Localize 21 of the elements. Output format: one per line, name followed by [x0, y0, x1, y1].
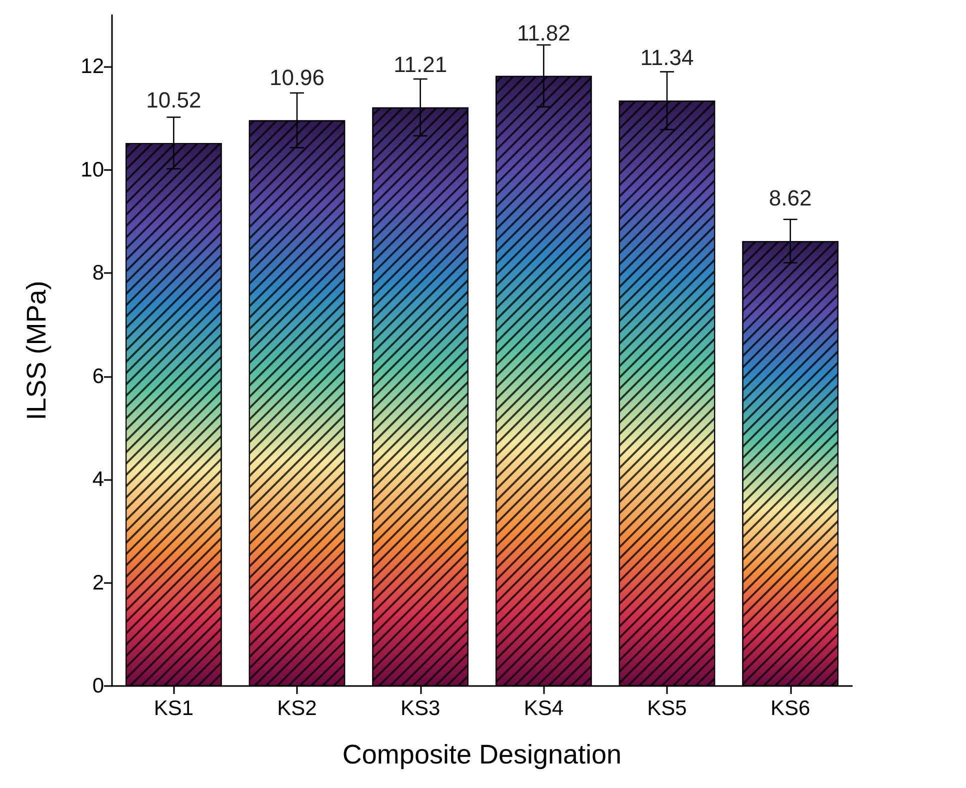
data-label: 10.52	[146, 88, 202, 113]
y-tick-label: 2	[92, 571, 104, 594]
x-tick-label: KS1	[154, 697, 194, 720]
y-tick-label: 4	[92, 468, 104, 492]
x-axis-title: Composite Designation	[342, 740, 622, 770]
x-tick-label: KS4	[524, 697, 564, 720]
y-tick-label: 12	[80, 55, 104, 78]
data-label: 8.62	[768, 186, 812, 211]
data-label: 11.34	[640, 45, 694, 70]
data-label: 11.21	[394, 52, 448, 77]
y-tick-label: 6	[92, 364, 104, 388]
y-tick-label: 8	[92, 262, 104, 285]
y-tick-label: 0	[92, 674, 104, 698]
y-tick-label: 10	[80, 158, 104, 182]
y-axis-title: ILSS (MPa)	[22, 280, 52, 420]
x-tick-label: KS3	[400, 697, 440, 720]
data-label: 10.96	[269, 64, 325, 90]
data-label: 11.82	[516, 20, 570, 46]
x-tick-label: KS2	[277, 697, 317, 720]
x-tick-label: KS6	[770, 697, 810, 720]
x-tick-label: KS5	[647, 697, 687, 720]
